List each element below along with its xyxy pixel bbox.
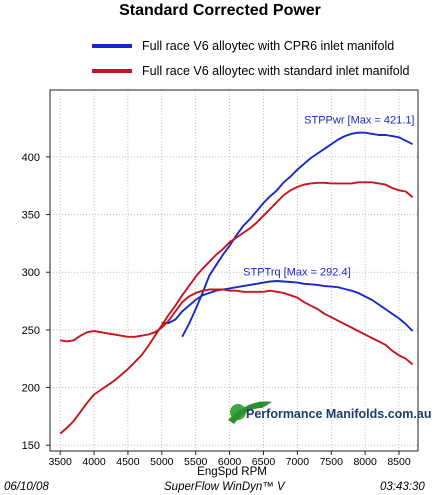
watermark-text: Performance Manifolds.com.au — [246, 407, 431, 421]
watermark-logo: Performance Manifolds.com.au — [228, 401, 431, 424]
logo-swoosh-icon — [228, 401, 272, 424]
x-tick-label: 3500 — [48, 456, 72, 468]
legend-entry-standard: Full race V6 alloytec with standard inle… — [92, 63, 410, 79]
x-tick-label: 5000 — [150, 456, 174, 468]
y-tick-label: 350 — [22, 210, 40, 222]
x-tick-label: 7500 — [320, 456, 344, 468]
x-tick-label: 8000 — [353, 456, 377, 468]
legend-swatch-red — [92, 69, 132, 73]
y-tick-label: 250 — [22, 325, 40, 337]
grid — [46, 90, 418, 455]
x-tick-label: 6000 — [218, 456, 242, 468]
x-axis-label: EngSpd RPM — [197, 466, 267, 478]
footer-date: 06/10/08 — [4, 481, 49, 493]
x-tick-label: 4000 — [82, 456, 106, 468]
series-lines — [59, 131, 414, 435]
standard-power-line — [59, 181, 414, 435]
cpr6-torque-line — [161, 280, 414, 332]
legend-entry-cpr6: Full race V6 alloytec with CPR6 inlet ma… — [92, 38, 394, 54]
y-tick-label: 300 — [22, 267, 40, 279]
x-tick-label: 8500 — [387, 456, 411, 468]
chart-title: Standard Corrected Power — [119, 2, 321, 19]
x-tick-label: 4500 — [116, 456, 140, 468]
annotations: STPPwr [Max = 421.1] STPTrq [Max = 292.4] — [243, 114, 414, 278]
y-tick-label: 150 — [22, 440, 40, 452]
standard-torque-line — [60, 288, 414, 366]
annotation-torque-max: STPTrq [Max = 292.4] — [243, 267, 351, 279]
footer-time: 03:43:30 — [380, 481, 425, 493]
cpr6-power-line — [181, 131, 414, 338]
y-tick-label: 200 — [22, 383, 40, 395]
tick-labels: 3500 4000 4500 5000 5500 6000 6500 7000 7500 8000… — [22, 152, 411, 468]
legend-label: Full race V6 alloytec with standard inle… — [142, 64, 410, 78]
x-tick-label: 6500 — [252, 456, 276, 468]
y-tick-label: 400 — [22, 152, 40, 164]
x-tick-label: 5500 — [184, 456, 208, 468]
annotation-power-max: STPPwr [Max = 421.1] — [304, 114, 414, 126]
legend-swatch-blue — [92, 44, 132, 48]
legend-label: Full race V6 alloytec with CPR6 inlet ma… — [142, 39, 395, 53]
footer-software: SuperFlow WinDyn™ V — [164, 481, 285, 493]
x-tick-label: 7000 — [286, 456, 310, 468]
plot-frame — [49, 89, 419, 452]
